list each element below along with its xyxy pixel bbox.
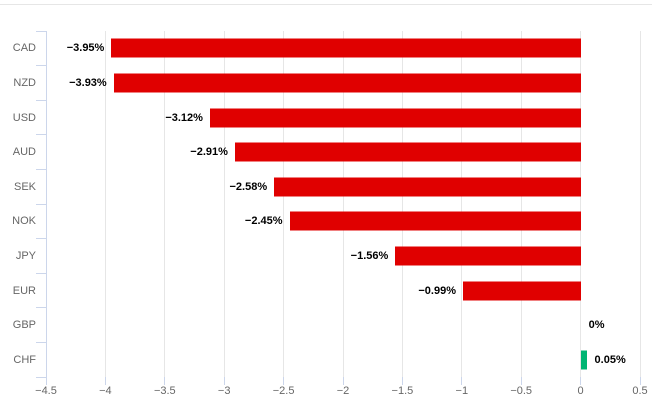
category-label-chf: CHF [13, 353, 36, 366]
x-axis-tick-label: 0.5 [632, 385, 648, 397]
bar-nzd[interactable] [113, 73, 581, 93]
category-label-usd: USD [12, 111, 36, 124]
y-axis-tick [36, 134, 46, 136]
value-label-nzd: −3.93% [69, 76, 107, 89]
bar-nok[interactable] [289, 211, 581, 231]
x-axis-tick [401, 377, 403, 385]
x-axis-tick-label: −4 [99, 385, 112, 397]
value-label-nok: −2.45% [244, 215, 283, 228]
category-label-eur: EUR [12, 284, 36, 297]
value-label-chf: 0.05% [594, 353, 626, 366]
x-axis-tick-label: −3.5 [153, 385, 176, 397]
bar-cad[interactable] [111, 38, 581, 58]
plot-gridline [342, 31, 344, 377]
y-axis-tick [36, 307, 46, 309]
y-axis-tick [36, 168, 46, 170]
bar-jpy[interactable] [395, 246, 581, 266]
category-label-gbp: GBP [12, 319, 36, 332]
x-axis-tick-label: −1.5 [391, 385, 414, 397]
bar-aud[interactable] [234, 142, 581, 162]
y-axis-tick [36, 376, 46, 378]
y-axis-tick [36, 238, 46, 240]
category-label-nzd: NZD [13, 76, 36, 89]
x-axis-tick [461, 377, 463, 385]
plot-gridline [580, 31, 582, 377]
plot-gridline [283, 31, 285, 377]
value-label-gbp: 0% [588, 319, 605, 332]
bar-chf[interactable] [580, 350, 587, 370]
x-axis-tick-label: −1 [455, 385, 469, 397]
x-axis-tick-label: 0 [577, 385, 584, 397]
y-axis-tick [36, 272, 46, 274]
chart-top-border [0, 4, 652, 5]
x-axis-tick-label: −2.5 [272, 385, 295, 397]
plot-gridline [401, 31, 403, 377]
y-axis-tick [36, 30, 46, 32]
x-axis-tick-label: −0.5 [510, 385, 533, 397]
value-label-aud: −2.91% [190, 146, 228, 159]
x-axis-tick-label: −3 [217, 385, 231, 397]
bar-usd[interactable] [209, 108, 581, 127]
x-axis-tick [520, 377, 522, 385]
x-axis-tick [45, 377, 47, 385]
y-axis-tick [36, 203, 46, 205]
plot-gridline [104, 31, 106, 377]
category-label-sek: SEK [13, 180, 36, 193]
value-label-eur: −0.99% [418, 284, 456, 297]
y-axis-tick [36, 341, 46, 343]
value-label-sek: −2.58% [229, 180, 268, 193]
bar-sek[interactable] [274, 177, 581, 197]
value-label-cad: −3.95% [66, 42, 105, 55]
x-axis-tick-label: −4.5 [35, 385, 57, 397]
plot-gridline [639, 31, 641, 377]
plot-gridline [520, 31, 522, 377]
category-label-jpy: JPY [15, 249, 36, 262]
category-label-cad: CAD [12, 42, 36, 55]
x-axis-tick [223, 377, 225, 385]
x-axis-tick [639, 377, 641, 385]
y-axis-tick [36, 65, 46, 67]
x-axis-tick [104, 377, 106, 385]
plot-gridline [164, 31, 166, 377]
y-axis-tick [36, 99, 46, 101]
x-axis-tick [342, 377, 344, 385]
value-label-usd: −3.12% [165, 111, 203, 124]
plot-gridline [223, 31, 225, 377]
bar-eur[interactable] [462, 281, 581, 300]
x-axis-tick [283, 377, 285, 385]
category-label-aud: AUD [12, 146, 36, 159]
x-axis-tick-label: −2 [336, 385, 350, 397]
x-axis-tick [164, 377, 166, 385]
plot-gridline [461, 31, 463, 377]
x-axis-tick [580, 377, 582, 385]
y-axis-line [45, 31, 47, 378]
value-label-jpy: −1.56% [350, 249, 389, 262]
category-label-nok: NOK [12, 215, 36, 228]
